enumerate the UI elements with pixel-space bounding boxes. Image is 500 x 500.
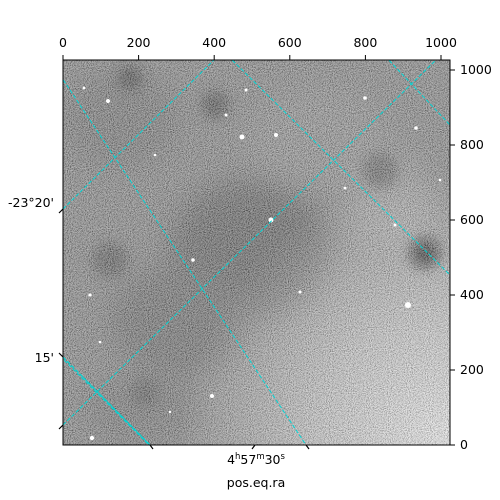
top-tick-label: 800 [353, 35, 377, 50]
bottom-axis [149, 444, 310, 450]
top-tick-label: 0 [59, 35, 67, 50]
sky-image [63, 60, 450, 445]
left-axis [58, 208, 64, 430]
right-tick-label: 800 [460, 137, 484, 152]
right-tick-label: 200 [460, 362, 484, 377]
right-axis [450, 69, 455, 446]
plot-frame [62, 59, 451, 446]
x-axis-title: pos.eq.ra [227, 475, 285, 490]
right-tick-label: 0 [460, 437, 468, 452]
top-tick-label: 400 [202, 35, 226, 50]
top-tick-label: 200 [127, 35, 151, 50]
top-tick-label: 1000 [425, 35, 457, 50]
right-tick-label: 400 [460, 287, 484, 302]
top-tick-label: 600 [278, 35, 302, 50]
right-tick-label: 600 [460, 212, 484, 227]
ra-tick-label: 4h57m30s [227, 452, 285, 467]
top-axis [62, 55, 442, 60]
left-dec-label: -23°20' [8, 195, 54, 210]
left-dec-label: 15' [35, 350, 54, 365]
right-tick-label: 1000 [460, 62, 492, 77]
